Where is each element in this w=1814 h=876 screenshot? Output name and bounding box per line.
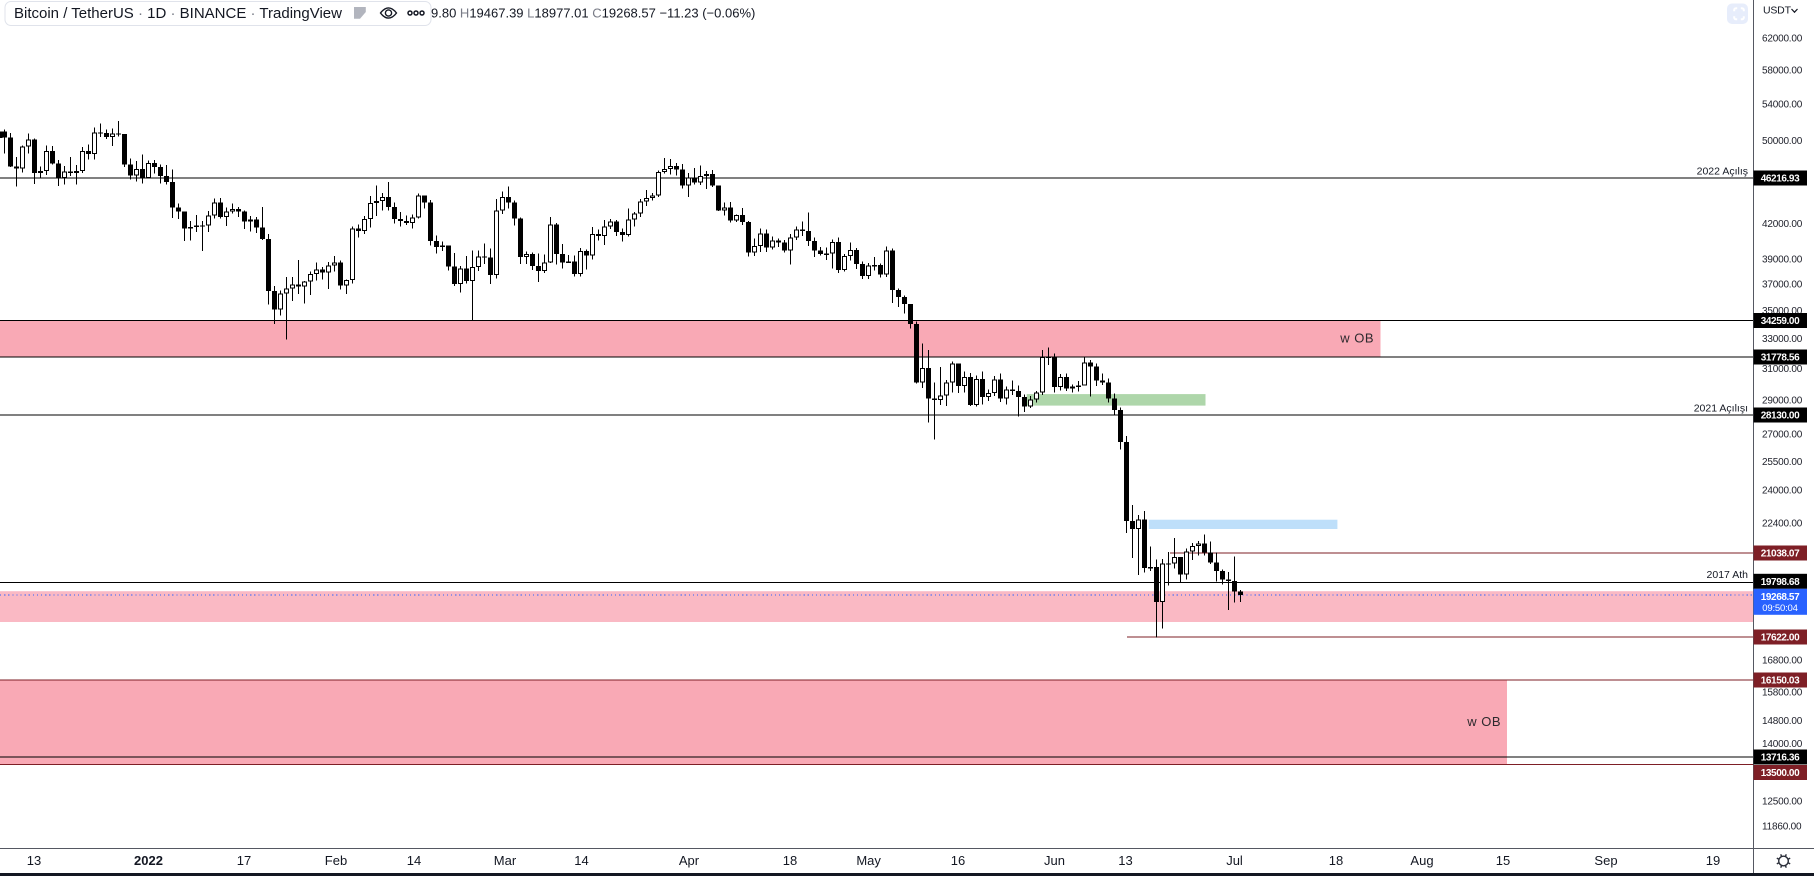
svg-text:18: 18 (1329, 853, 1343, 868)
svg-text:16800.00: 16800.00 (1762, 656, 1803, 667)
svg-text:14: 14 (574, 853, 588, 868)
svg-text:42000.00: 42000.00 (1762, 219, 1803, 230)
svg-text:2017 Ath: 2017 Ath (1707, 569, 1749, 581)
svg-text:13: 13 (27, 853, 41, 868)
svg-text:11860.00: 11860.00 (1762, 822, 1802, 833)
svg-text:46216.93: 46216.93 (1761, 174, 1800, 185)
svg-text:Feb: Feb (325, 853, 347, 868)
svg-text:35000.00: 35000.00 (1762, 306, 1803, 317)
svg-text:33000.00: 33000.00 (1762, 334, 1803, 345)
svg-text:62000.00: 62000.00 (1762, 34, 1803, 45)
svg-text:39000.00: 39000.00 (1762, 255, 1803, 266)
svg-text:15: 15 (1496, 853, 1510, 868)
svg-text:Sep: Sep (1594, 853, 1617, 868)
svg-text:USDT: USDT (1763, 5, 1792, 17)
svg-text:14800.00: 14800.00 (1762, 716, 1803, 727)
svg-text:34259.00: 34259.00 (1761, 316, 1800, 327)
svg-text:21038.07: 21038.07 (1761, 549, 1800, 560)
svg-text:09:50:04: 09:50:04 (1762, 603, 1797, 614)
svg-text:19: 19 (1706, 853, 1720, 868)
svg-text:Jul: Jul (1226, 853, 1243, 868)
svg-text:Mar: Mar (494, 853, 517, 868)
svg-text:22400.00: 22400.00 (1762, 519, 1803, 530)
svg-text:24000.00: 24000.00 (1762, 486, 1803, 497)
svg-text:17622.00: 17622.00 (1761, 633, 1800, 644)
svg-text:27000.00: 27000.00 (1762, 430, 1803, 441)
svg-text:w OB: w OB (1339, 331, 1374, 346)
svg-text:Bitcoin / TetherUS · 1D · BINA: Bitcoin / TetherUS · 1D · BINANCE · Trad… (14, 5, 342, 22)
svg-text:19798.68: 19798.68 (1761, 577, 1800, 588)
svg-text:13716.36: 13716.36 (1761, 753, 1800, 764)
svg-text:2022: 2022 (134, 853, 163, 868)
svg-text:19268.57: 19268.57 (1761, 592, 1800, 603)
svg-text:May: May (856, 853, 881, 868)
svg-text:28130.00: 28130.00 (1761, 411, 1800, 422)
svg-text:13: 13 (1118, 853, 1132, 868)
svg-text:Aug: Aug (1410, 853, 1433, 868)
svg-text:14000.00: 14000.00 (1762, 739, 1803, 750)
svg-text:16150.03: 16150.03 (1761, 676, 1800, 687)
svg-text:w OB: w OB (1466, 714, 1501, 729)
svg-text:14: 14 (407, 853, 421, 868)
svg-text:Apr: Apr (679, 853, 700, 868)
svg-text:58000.00: 58000.00 (1762, 65, 1803, 76)
svg-text:54000.00: 54000.00 (1762, 100, 1803, 111)
svg-text:17: 17 (237, 853, 251, 868)
svg-text:16: 16 (951, 853, 965, 868)
svg-text:37000.00: 37000.00 (1762, 280, 1803, 291)
svg-text:18: 18 (783, 853, 797, 868)
svg-text:13500.00: 13500.00 (1761, 768, 1800, 779)
svg-text:50000.00: 50000.00 (1762, 136, 1803, 147)
svg-text:31000.00: 31000.00 (1762, 364, 1803, 375)
svg-text:29000.00: 29000.00 (1762, 396, 1803, 407)
svg-text:9.80 H19467.39 L18977.01 C1926: 9.80 H19467.39 L18977.01 C19268.57 −11.2… (431, 6, 755, 21)
svg-text:2021 Açılışı: 2021 Açılışı (1694, 403, 1748, 415)
svg-text:31778.56: 31778.56 (1761, 353, 1800, 364)
svg-text:12500.00: 12500.00 (1762, 796, 1803, 807)
svg-text:2022 Açılış: 2022 Açılış (1697, 166, 1748, 178)
svg-text:Jun: Jun (1044, 853, 1065, 868)
svg-text:15800.00: 15800.00 (1762, 688, 1803, 699)
svg-text:25500.00: 25500.00 (1762, 457, 1803, 468)
